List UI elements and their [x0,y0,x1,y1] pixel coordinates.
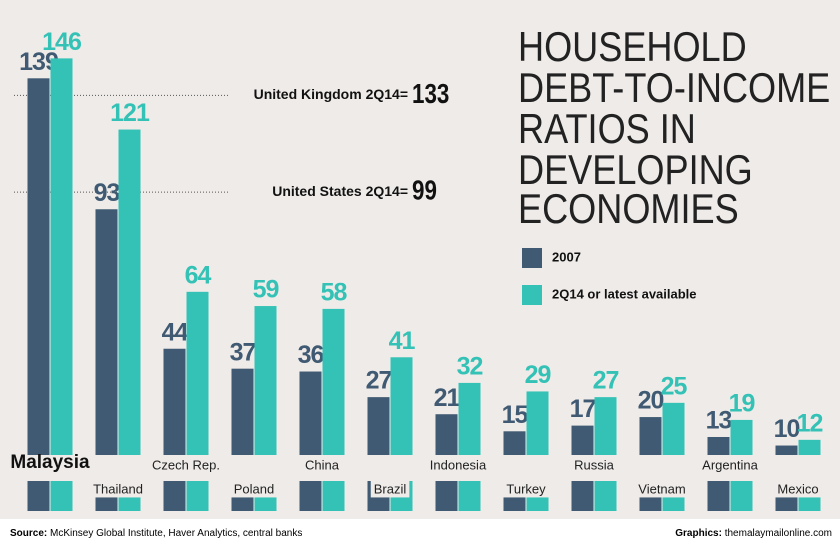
bar-stub [571,481,594,511]
bar [730,419,753,455]
x-tick-label: China [305,457,340,472]
value-label: 13 [706,407,732,435]
title-line: HOUSEHOLD [518,25,747,71]
bar-stub [322,481,345,511]
x-tick-label: Russia [574,457,615,472]
bar [639,417,662,455]
bar [254,306,277,455]
bar [322,308,345,455]
value-label: 36 [298,341,324,369]
legend-label: 2007 [552,249,581,264]
reference-value: 99 [412,175,437,206]
bar [458,382,481,455]
source: Source: McKinsey Global Institute, Haver… [10,528,302,539]
label-bg [635,480,689,498]
value-label: 64 [185,261,212,289]
legend-label: 2Q14 or latest available [552,286,697,301]
reference-value: 133 [412,79,449,110]
value-label: 32 [457,353,483,381]
bar [50,58,73,456]
label-bg [370,480,410,498]
bar [503,431,526,455]
bar [707,436,730,455]
bar [775,445,798,455]
value-label: 25 [661,372,688,400]
value-label: 59 [253,276,279,304]
x-tick-label: Indonesia [430,457,487,472]
bar-stub [186,481,209,511]
bar [526,391,549,455]
label-bg [503,480,550,498]
bar [186,291,209,455]
bar-stub [707,481,730,511]
bar [299,371,322,455]
bar [435,414,458,455]
label-bg [230,480,278,498]
x-tick-label: Turkey [506,481,546,496]
x-tick-label: Mexico [777,481,818,496]
bar-stub [730,481,753,511]
value-label: 27 [366,367,392,395]
reference-label: United Kingdom 2Q14= [254,86,408,102]
credit-text: themalaymailonline.com [725,528,832,539]
legend-swatch [522,248,542,268]
credit: Graphics: themalaymailonline.com [675,528,832,539]
bar-stub [435,481,458,511]
value-label: 20 [638,387,664,415]
value-label: 44 [162,318,189,346]
bar-stub [163,481,186,511]
label-bg [774,480,822,498]
bar-stub [50,481,73,511]
credit-label: Graphics: [675,528,722,539]
title: HOUSEHOLD DEBT-TO-INCOME RATIOS IN DEVEL… [518,25,830,233]
x-tick-label: Poland [234,481,274,496]
bar-stub [594,481,617,511]
value-label: 29 [525,361,551,389]
title-line: DEVELOPING [518,148,753,194]
legend-swatch [522,285,542,305]
bar-stub [27,481,50,511]
value-label: 58 [321,279,348,307]
value-label: 93 [94,179,120,207]
bar [95,209,118,455]
value-label: 41 [389,327,416,355]
value-label: 27 [593,367,619,395]
x-tick-label: Czech Rep. [152,457,220,472]
source-text: McKinsey Global Institute, Haver Analyti… [50,528,302,539]
value-label: 37 [230,338,256,366]
x-tick-label: Thailand [93,481,143,496]
bar [27,78,50,456]
title-line: DEBT-TO-INCOME [518,66,830,112]
value-label: 21 [434,384,461,412]
x-tick-label: Malaysia [10,452,90,473]
value-label: 146 [42,28,81,56]
reference-label: United States 2Q14= [272,183,408,199]
x-tick-label: Vietnam [638,481,685,496]
footer-band [0,519,840,547]
label-bg [90,480,146,498]
x-tick-label: Argentina [702,457,758,472]
value-label: 10 [774,415,800,443]
source-label: Source: [10,528,47,539]
x-tick-label: Brazil [374,481,407,496]
title-line: ECONOMIES [518,187,739,233]
value-label: 19 [729,390,755,418]
bar-stub [458,481,481,511]
bar [118,129,141,455]
bar [571,425,594,455]
bar [662,402,685,455]
bar [594,397,617,455]
value-label: 15 [502,401,529,429]
bar [231,368,254,455]
bar [163,348,186,455]
value-label: 17 [570,395,596,423]
title-line: RATIOS IN [518,107,696,153]
value-label: 121 [110,99,150,127]
value-label: 12 [797,409,823,437]
bar [367,397,390,455]
bar [390,357,413,455]
bar [798,439,821,455]
bar-stub [299,481,322,511]
